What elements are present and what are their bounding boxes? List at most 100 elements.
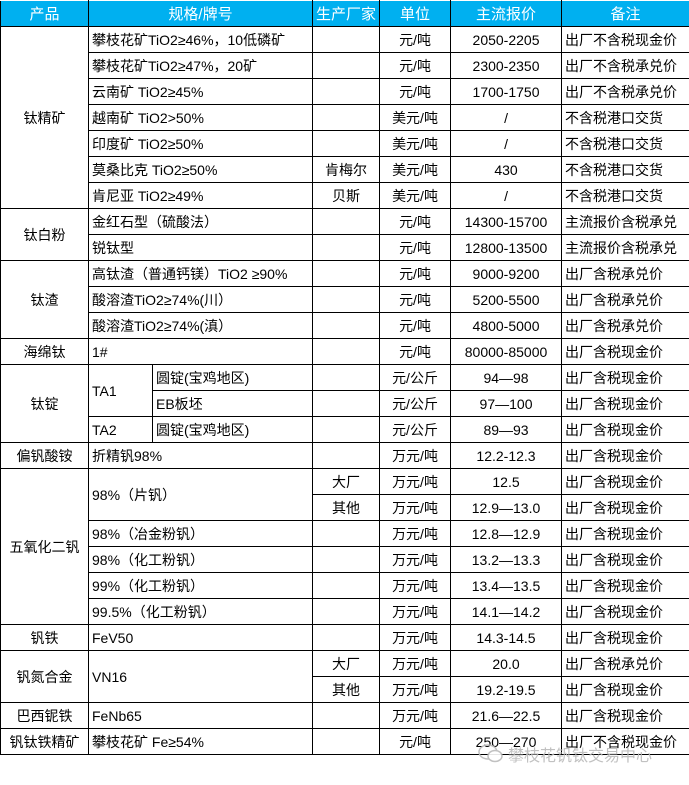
table-row: 钒钛铁精矿 攀枝花矿 Fe≥54% 元/吨 250—270 出厂不含税现金价 [0,728,689,755]
unit-cell: 元/吨 [379,52,452,79]
spec-cell: 莫桑比克 TiO2≥50% [87,156,314,183]
unit-cell: 万元/吨 [379,442,452,469]
remark-cell: 出厂含税现金价 [561,676,689,703]
maker-cell [312,572,381,599]
price-cell: 12.9—13.0 [450,494,563,521]
maker-cell: 其他 [312,676,381,703]
maker-cell [312,442,381,469]
maker-cell [312,234,381,261]
maker-cell [312,624,381,651]
sub-spec-cell: 圆锭(宝鸡地区) [151,416,314,443]
table-row: 海绵钛 1# 元/吨 80000-85000 出厂含税现金价 [0,338,689,365]
remark-cell: 主流报价含税承兑 [561,208,689,235]
price-cell: 12.2-12.3 [450,442,563,469]
table-row: 酸溶渣TiO2≥74%(川） 元/吨 5200-5500 出厂含税承兑价 [1,286,689,313]
price-cell: 14.1—14.2 [450,598,563,625]
price-cell: 1700-1750 [450,78,563,105]
unit-cell: 万元/吨 [379,468,452,495]
remark-cell: 出厂含税现金价 [561,702,689,729]
maker-cell [312,286,381,313]
spec-cell: FeV50 [87,624,314,651]
maker-cell [312,390,381,417]
remark-cell: 出厂含税现金价 [561,442,689,469]
table-row: 98%（冶金粉钒） 万元/吨 12.8—12.9 出厂含税现金价 [1,520,689,547]
remark-cell: 不含税港口交货 [561,156,689,183]
remark-cell: 出厂含税承兑价 [561,286,689,313]
spec-cell: 1# [87,338,314,365]
price-cell: 4800-5000 [450,312,563,339]
product-cell: 钒氮合金 [0,650,89,703]
table-row: 钛锭 TA1 圆锭(宝鸡地区) 元/公斤 94—98 出厂含税现金价 [0,364,689,443]
remark-cell: 不含税港口交货 [561,104,689,131]
spec-cell: 云南矿 TiO2≥45% [87,78,314,105]
unit-cell: 元/吨 [379,312,452,339]
price-cell: 2050-2205 [450,26,563,53]
price-cell: 9000-9200 [450,260,563,287]
unit-cell: 美元/吨 [379,182,452,209]
spec-cell: 98%（片钒） [87,468,314,521]
price-cell: 12800-13500 [450,234,563,261]
price-cell: 5200-5500 [450,286,563,313]
unit-cell: 万元/吨 [379,702,452,729]
spec-cell: TA2 [88,416,153,443]
table-row: 莫桑比克 TiO2≥50% 肯梅尔 美元/吨 430 不含税港口交货 [1,156,689,183]
spec-cell: 高钛渣（普通钙镁）TiO2 ≥90% [87,260,314,287]
remark-cell: 出厂不含税现金价 [561,26,689,53]
maker-cell [312,416,381,443]
product-cell: 五氧化二钒 [0,468,89,625]
spec-cell: 98%（化工粉钒） [87,546,314,573]
price-cell: 89—93 [450,416,563,443]
unit-cell: 元/吨 [379,208,452,235]
unit-cell: 元/公斤 [379,390,452,417]
price-cell: 430 [450,156,563,183]
table-row: 钛精矿 攀枝花矿TiO2≥46%，10低磷矿 元/吨 2050-2205 出厂不含税现金… [0,26,689,209]
header-row: 产品 规格/牌号 生产厂家 单位 主流报价 备注 [0,0,689,27]
spec-cell: 肯尼亚 TiO2≥49% [87,182,314,209]
unit-cell: 元/公斤 [379,416,452,443]
table-row: 五氧化二钒 98%（片钒） 大厂 万元/吨 12.5 出厂含税现金价 [0,468,689,625]
unit-cell: 元/公斤 [379,364,452,391]
watermark-text: 攀枝花钒钛交易中心 [508,748,653,765]
spec-cell: 折精钒98% [87,442,314,469]
spec-cell: 越南矿 TiO2>50% [87,104,314,131]
price-cell: 20.0 [450,650,563,677]
product-cell: 海绵钛 [0,338,89,365]
remark-cell: 出厂含税现金价 [561,598,689,625]
price-cell: 80000-85000 [450,338,563,365]
header-price: 主流报价 [450,0,563,27]
spec-cell: 攀枝花矿TiO2≥46%，10低磷矿 [87,26,314,53]
table-row: 锐钛型 元/吨 12800-13500 主流报价含税承兑 [1,234,689,261]
price-cell: 94—98 [450,364,563,391]
spec-cell: 金红石型（硫酸法） [87,208,314,235]
price-cell: 14300-15700 [450,208,563,235]
spec-cell: 98%（冶金粉钒） [87,520,314,547]
price-table: 产品 规格/牌号 生产厂家 单位 主流报价 备注 钛精矿 攀枝花矿TiO2≥46%… [0,0,689,755]
remark-cell: 出厂含税现金价 [561,390,689,417]
maker-cell: 其他 [312,494,381,521]
unit-cell: 元/吨 [379,286,452,313]
header-maker: 生产厂家 [312,0,381,27]
spec-cell: 99%（化工粉钒） [87,572,314,599]
unit-cell: 元/吨 [379,78,452,105]
sub-spec-cell: EB板坯 [151,390,314,417]
remark-cell: 出厂含税现金价 [561,624,689,651]
price-cell: 2300-2350 [450,52,563,79]
price-cell: 13.4—13.5 [450,572,563,599]
wechat-icon [478,744,503,763]
price-cell: 13.2—13.3 [450,546,563,573]
remark-cell: 出厂不含税现金价 [561,728,689,755]
unit-cell: 美元/吨 [379,104,452,131]
table-row: 攀枝花矿TiO2≥47%，20矿 元/吨 2300-2350 出厂不含税承兑价 [1,52,689,79]
price-cell: 12.5 [450,468,563,495]
price-cell: / [450,182,563,209]
table-row: 印度矿 TiO2≥50% 美元/吨 / 不含税港口交货 [1,130,689,157]
remark-cell: 出厂含税现金价 [561,364,689,391]
unit-cell: 美元/吨 [379,156,452,183]
price-cell: 21.6—22.5 [450,702,563,729]
maker-cell [312,312,381,339]
watermark: 攀枝花钒钛交易中心 [478,742,652,766]
price-cell: 97—100 [450,390,563,417]
unit-cell: 元/吨 [379,260,452,287]
maker-cell: 贝斯 [312,182,381,209]
table-row: 巴西铌铁 FeNb65 万元/吨 21.6—22.5 出厂含税现金价 [0,702,689,729]
